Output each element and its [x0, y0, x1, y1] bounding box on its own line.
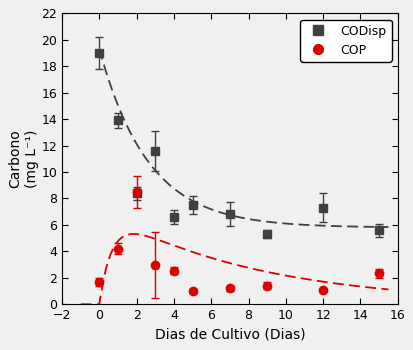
Y-axis label: Carbono
(mg L⁻¹): Carbono (mg L⁻¹)	[8, 130, 38, 188]
X-axis label: Dias de Cultivo (Dias): Dias de Cultivo (Dias)	[154, 328, 304, 342]
Legend: CODisp, COP: CODisp, COP	[300, 20, 391, 62]
